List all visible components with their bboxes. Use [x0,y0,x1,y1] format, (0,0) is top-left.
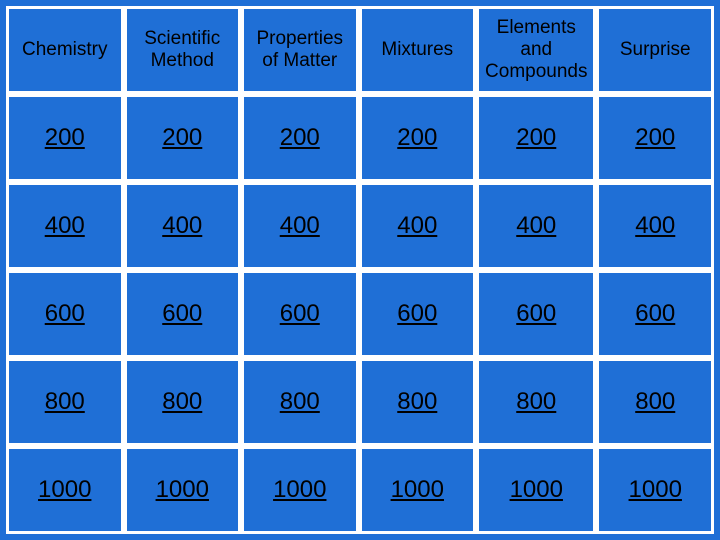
value-cell[interactable]: 800 [359,358,477,446]
value-cell[interactable]: 200 [476,94,596,182]
value-cell[interactable]: 200 [6,94,124,182]
value-cell[interactable]: 1000 [596,446,714,534]
value-cell[interactable]: 1000 [241,446,359,534]
category-header: Mixtures [359,6,477,94]
value-cell[interactable]: 600 [596,270,714,358]
value-cell[interactable]: 400 [124,182,242,270]
value-cell[interactable]: 800 [124,358,242,446]
category-header: Chemistry [6,6,124,94]
value-cell[interactable]: 400 [241,182,359,270]
value-cell[interactable]: 800 [596,358,714,446]
value-cell[interactable]: 1000 [6,446,124,534]
value-cell[interactable]: 200 [596,94,714,182]
value-cell[interactable]: 600 [359,270,477,358]
value-cell[interactable]: 600 [241,270,359,358]
value-cell[interactable]: 200 [241,94,359,182]
value-cell[interactable]: 1000 [124,446,242,534]
value-cell[interactable]: 800 [476,358,596,446]
value-cell[interactable]: 1000 [359,446,477,534]
value-cell[interactable]: 800 [6,358,124,446]
category-header: Scientific Method [124,6,242,94]
value-cell[interactable]: 600 [6,270,124,358]
value-cell[interactable]: 400 [359,182,477,270]
category-header: Surprise [596,6,714,94]
value-cell[interactable]: 400 [6,182,124,270]
value-cell[interactable]: 1000 [476,446,596,534]
category-header: Properties of Matter [241,6,359,94]
value-cell[interactable]: 800 [241,358,359,446]
category-header: Elements and Compounds [476,6,596,94]
jeopardy-board: ChemistryScientific MethodProperties of … [0,0,720,540]
value-cell[interactable]: 200 [359,94,477,182]
value-cell[interactable]: 200 [124,94,242,182]
value-cell[interactable]: 600 [124,270,242,358]
value-cell[interactable]: 600 [476,270,596,358]
value-cell[interactable]: 400 [476,182,596,270]
value-cell[interactable]: 400 [596,182,714,270]
